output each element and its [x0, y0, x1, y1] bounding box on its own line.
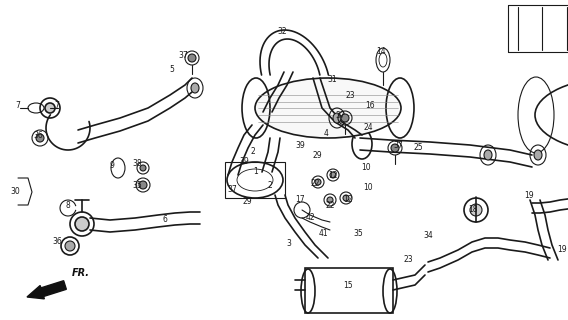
- Text: 14: 14: [376, 47, 386, 57]
- Text: 39: 39: [239, 156, 249, 165]
- Text: 19: 19: [524, 190, 534, 199]
- Text: 42: 42: [305, 213, 315, 222]
- Ellipse shape: [139, 181, 147, 189]
- Text: 17: 17: [295, 196, 305, 204]
- Ellipse shape: [341, 114, 349, 122]
- Text: 6: 6: [162, 215, 168, 225]
- Ellipse shape: [255, 78, 401, 138]
- Text: 38: 38: [132, 158, 142, 167]
- Text: 12: 12: [343, 196, 353, 204]
- Ellipse shape: [140, 165, 146, 171]
- Text: 10: 10: [361, 164, 371, 172]
- Ellipse shape: [330, 172, 336, 178]
- Text: 12: 12: [328, 171, 338, 180]
- Text: 24: 24: [363, 124, 373, 132]
- Text: 36: 36: [52, 237, 62, 246]
- Ellipse shape: [470, 204, 482, 216]
- Text: 39: 39: [295, 140, 305, 149]
- Ellipse shape: [188, 54, 196, 62]
- Ellipse shape: [36, 134, 44, 142]
- Text: 16: 16: [365, 100, 375, 109]
- Text: 29: 29: [242, 197, 252, 206]
- Text: 9: 9: [110, 161, 114, 170]
- Ellipse shape: [75, 217, 89, 231]
- Bar: [305, 268, 393, 313]
- Ellipse shape: [333, 113, 341, 123]
- Text: 5: 5: [170, 66, 174, 75]
- Text: 37: 37: [178, 51, 188, 60]
- Text: 29: 29: [312, 150, 322, 159]
- Text: 4: 4: [324, 129, 328, 138]
- Ellipse shape: [484, 150, 492, 160]
- Text: 23: 23: [403, 255, 413, 265]
- Bar: [225, 162, 285, 198]
- Text: 8: 8: [66, 201, 70, 210]
- Text: 1: 1: [254, 167, 258, 177]
- Text: 2: 2: [268, 180, 273, 189]
- Text: 7: 7: [15, 100, 20, 109]
- Ellipse shape: [391, 144, 399, 152]
- Ellipse shape: [327, 197, 333, 203]
- Ellipse shape: [191, 83, 199, 93]
- FancyArrow shape: [27, 281, 66, 299]
- Text: 22: 22: [310, 179, 320, 188]
- Ellipse shape: [65, 241, 75, 251]
- Text: 15: 15: [343, 281, 353, 290]
- Ellipse shape: [343, 195, 349, 201]
- Text: 41: 41: [318, 229, 328, 238]
- Text: 19: 19: [557, 245, 567, 254]
- Ellipse shape: [45, 103, 55, 113]
- Text: 10: 10: [363, 183, 373, 193]
- Text: 3: 3: [287, 239, 291, 249]
- Text: 2: 2: [250, 148, 256, 156]
- Text: FR.: FR.: [72, 268, 90, 278]
- Text: 34: 34: [423, 231, 433, 241]
- Text: 31: 31: [327, 76, 337, 84]
- Text: 37: 37: [227, 186, 237, 195]
- Ellipse shape: [534, 150, 542, 160]
- Ellipse shape: [315, 179, 321, 185]
- Text: 32: 32: [277, 28, 287, 36]
- Text: 35: 35: [353, 229, 363, 238]
- Text: 37: 37: [393, 141, 403, 150]
- Text: 36: 36: [33, 131, 43, 140]
- Text: 35: 35: [132, 180, 142, 189]
- Text: 18: 18: [468, 205, 478, 214]
- Text: 7: 7: [55, 100, 60, 109]
- Text: 25: 25: [413, 143, 423, 153]
- Text: 23: 23: [345, 91, 355, 100]
- Text: 37: 37: [335, 110, 345, 119]
- Text: 22: 22: [325, 201, 335, 210]
- Text: 30: 30: [10, 188, 20, 196]
